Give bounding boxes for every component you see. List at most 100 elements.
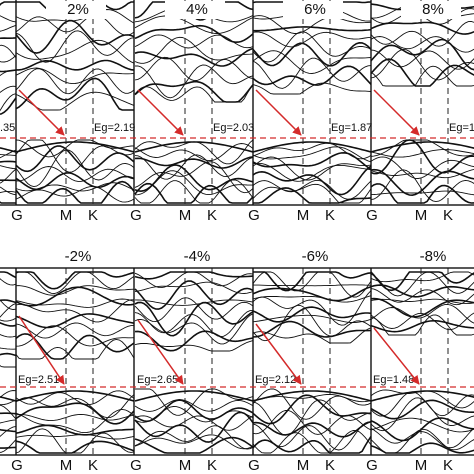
band [15, 413, 135, 422]
band [134, 436, 254, 454]
band [252, 179, 372, 200]
band [15, 149, 135, 188]
k-point-label: G [130, 457, 142, 474]
band [370, 427, 474, 449]
band [134, 34, 254, 49]
band [252, 390, 372, 402]
band [0, 446, 17, 449]
band [134, 299, 254, 306]
gap-arrow [255, 89, 302, 136]
band [15, 67, 135, 85]
band [252, 41, 372, 67]
band [252, 290, 372, 326]
panel-title: -6% [302, 248, 329, 265]
band [0, 347, 17, 350]
band [15, 428, 135, 454]
title-bg [165, 1, 225, 19]
band [15, 9, 135, 24]
band [252, 314, 372, 323]
k-point-label: K [88, 207, 98, 224]
k-point-label: M [415, 207, 428, 224]
k-point-label: G [11, 207, 23, 224]
k-point-label: M [179, 207, 192, 224]
band [0, 186, 17, 196]
band [15, 440, 135, 454]
band [370, 65, 474, 87]
band [15, 68, 135, 95]
band [252, 31, 372, 48]
band-gap-label: Eg=1.87 [331, 122, 372, 134]
band [134, 411, 254, 443]
band [252, 394, 372, 425]
band [252, 82, 372, 95]
band [370, 389, 474, 409]
title-bg [165, 248, 225, 266]
band [370, 169, 474, 203]
band [0, 179, 16, 182]
band [134, 80, 254, 103]
band [252, 65, 372, 86]
band-gap-label: Eg=2.51 [18, 374, 59, 386]
band [134, 64, 254, 99]
band [370, 156, 474, 179]
k-point-label: M [297, 457, 310, 474]
band [15, 402, 135, 425]
band-gap-label: Eg=2.65 [137, 374, 178, 386]
panel-title: -4% [184, 248, 211, 265]
panel-frame [0, 267, 474, 456]
band-gap-label: Eg=2.03 [213, 122, 254, 134]
band [134, 313, 254, 345]
band [370, 49, 474, 70]
band [134, 399, 254, 423]
panel-title: 4% [186, 1, 208, 18]
band [134, 56, 254, 82]
band [15, 424, 135, 436]
band [15, 338, 135, 360]
band [134, 434, 254, 450]
band-lines [252, 271, 372, 454]
k-point-label: G [366, 207, 378, 224]
band [15, 77, 134, 111]
band [0, 190, 17, 194]
panel-title: 6% [304, 1, 326, 18]
band [15, 299, 134, 323]
band [134, 415, 254, 431]
title-bg [283, 248, 343, 266]
band [252, 183, 372, 204]
band [134, 170, 253, 196]
band [252, 295, 372, 303]
band [15, 313, 135, 329]
k-point-label: M [60, 207, 73, 224]
band [134, 301, 254, 337]
band [0, 334, 17, 338]
band [370, 20, 474, 47]
band [16, 59, 135, 71]
band [134, 84, 254, 103]
title-bg [401, 248, 461, 266]
band [252, 146, 372, 163]
band [252, 388, 372, 420]
k-point-label: M [60, 457, 73, 474]
band [134, 154, 254, 180]
band [0, 24, 17, 32]
band [15, 14, 135, 36]
band [134, 161, 254, 194]
band-gap-label: .35 [0, 122, 15, 134]
gap-arrow [137, 89, 184, 136]
band [370, 21, 474, 35]
gap-arrow [137, 319, 184, 385]
k-point-label: M [179, 457, 192, 474]
gap-arrow [18, 89, 65, 136]
band [252, 31, 372, 63]
band [252, 399, 372, 436]
band [370, 399, 474, 420]
band [0, 93, 17, 112]
k-point-label: K [443, 207, 453, 224]
band [134, 399, 254, 412]
gap-arrow [255, 323, 302, 385]
band [370, 320, 474, 333]
band [0, 147, 17, 153]
band [370, 303, 474, 324]
band [0, 1, 16, 6]
band-gap-label: Eg=2.19 [94, 122, 135, 134]
